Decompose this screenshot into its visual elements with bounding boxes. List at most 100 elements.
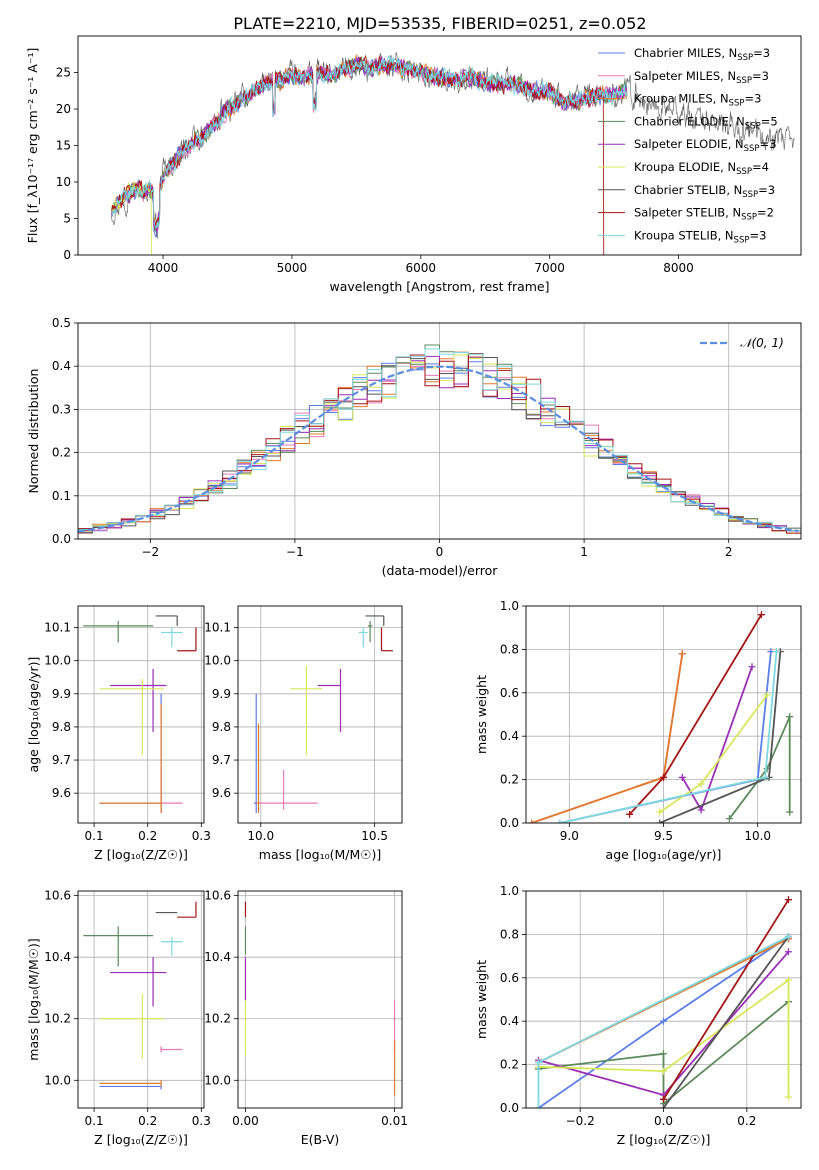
- plot-area: [111, 52, 795, 255]
- x-tick-label: 0.2: [737, 1114, 756, 1128]
- weight-marker: [697, 806, 705, 814]
- weight-series-salpeter-elodie: [678, 663, 756, 814]
- x-tick-label: 0.3: [192, 829, 211, 843]
- y-axis-label: Flux [f_λ10⁻¹⁷ erg cm⁻² s⁻¹ A⁻¹]: [25, 48, 40, 244]
- weight-line: [559, 651, 772, 823]
- weight-marker: [626, 810, 634, 818]
- weight-series-chabrier-elodie: [725, 713, 794, 823]
- weight-marker: [535, 1104, 542, 1108]
- y-tick-label: 5: [63, 212, 71, 226]
- errorbar-point-salpeter-elodie: [110, 957, 167, 1007]
- y-tick-label: 1.0: [500, 599, 519, 613]
- errorbar-point-salpeter-miles: [160, 769, 183, 810]
- panel-mass-vs-ebv: 0.00 0.01 10.0 10.2 10.4 10.6 E(B-V): [204, 889, 408, 1147]
- errorbar-point-kroupa-stelib: [358, 627, 368, 648]
- weight-line: [628, 614, 763, 815]
- y-tick-label: 9.8: [52, 720, 71, 734]
- panel-residuals: −2 −1 0 1 2 0.0 0.1 0.2 0.3 0.4 0.5 𝒩(0, 1) (data-mo…: [26, 316, 802, 578]
- weight-line: [659, 694, 768, 813]
- errorbar-point-kroupa-elodie: [290, 665, 323, 756]
- plot-area: [78, 344, 801, 534]
- y-tick-label: 0.4: [500, 1014, 519, 1028]
- errorbar-point-salpeter-elodie: [317, 668, 342, 732]
- y-tick-label: 9.6: [52, 786, 71, 800]
- weight-marker: [785, 948, 792, 956]
- y-tick-label: 10.0: [44, 1073, 71, 1087]
- errorbar-point-kroupa-stelib: [161, 627, 183, 648]
- x-tick-label: 6000: [406, 261, 437, 275]
- x-tick-label: 0.1: [85, 1114, 104, 1128]
- y-tick-label: 0.6: [500, 971, 519, 985]
- errorbar-point-salpeter-stelib: [380, 627, 393, 652]
- hist-step-salpeter-stelib: [78, 353, 801, 534]
- errorbar-point-kroupa-stelib: [161, 937, 183, 956]
- weight-marker: [660, 1095, 667, 1103]
- weight-marker: [785, 933, 792, 941]
- weight-marker: [656, 808, 664, 816]
- x-tick-label: 0.00: [232, 1114, 259, 1128]
- axes-frame: [237, 605, 403, 824]
- x-axis-label: (data-model)/error: [382, 563, 499, 578]
- legend: Chabrier MILES, NSSP=3 Salpeter MILES, NS…: [598, 46, 778, 245]
- grid: [526, 605, 801, 824]
- plot-area: [244, 901, 396, 1096]
- errorbar-point-chabrier-miles: [253, 693, 259, 814]
- x-tick-label: 1: [580, 545, 588, 559]
- weight-line: [662, 936, 790, 1108]
- legend-label: Salpeter ELODIE, NSSP=3: [634, 137, 777, 154]
- x-axis-label: Z [log₁₀(Z/Z☉)]: [617, 1132, 711, 1147]
- grid: [238, 606, 402, 823]
- y-tick-label: 10.0: [44, 654, 71, 668]
- y-tick-label: 10.4: [44, 950, 71, 964]
- panel-age-vs-z: 0.1 0.2 0.3 9.6 9.7 9.8 9.9 10.0 10.1 Z [log₁₀(Z/…: [26, 605, 211, 862]
- x-tick-label: 9.0: [560, 829, 579, 843]
- legend-label: Salpeter STELIB, NSSP=2: [634, 206, 774, 223]
- y-tick-label: 0.5: [52, 316, 71, 330]
- weight-series-chabrier-stelib: [656, 648, 784, 823]
- axes-frame: [525, 605, 802, 824]
- weight-marker: [725, 815, 733, 823]
- plot-area: [83, 615, 197, 814]
- y-tick-label: 10.4: [204, 950, 231, 964]
- y-tick-label: 0.0: [500, 1101, 519, 1115]
- weight-marker: [660, 1067, 667, 1075]
- y-tick-label: 0.4: [500, 729, 519, 743]
- spectrum-line-kroupa-stelib: [111, 55, 628, 229]
- weight-line: [531, 653, 684, 823]
- plot-area: [253, 615, 393, 814]
- weight-line: [728, 716, 791, 820]
- errorbar-point-chabrier-stelib: [155, 615, 178, 626]
- y-tick-label: 9.9: [52, 687, 71, 701]
- weight-series-salpeter-stelib: [660, 896, 792, 1103]
- errorbar-point-kroupa-miles: [256, 723, 260, 814]
- plot-area: [528, 611, 794, 823]
- y-tick-label: 9.8: [212, 720, 231, 734]
- y-tick-label: 9.7: [52, 753, 71, 767]
- y-tick-label: 0.2: [52, 446, 71, 460]
- weight-line: [538, 1001, 790, 1106]
- axes-frame: [77, 605, 205, 824]
- axes-frame: [525, 890, 802, 1109]
- x-tick-label: 8000: [663, 261, 694, 275]
- weight-marker: [785, 1093, 792, 1101]
- x-axis-label: age [log₁₀(age/yr)]: [606, 847, 722, 862]
- y-tick-label: 10.1: [204, 621, 231, 635]
- y-tick-label: 1.0: [500, 884, 519, 898]
- y-axis-label: age [log₁₀(age/yr)]: [26, 657, 41, 773]
- weight-marker: [528, 819, 536, 823]
- errorbar-point-salpeter-miles: [258, 769, 318, 810]
- errorbar-point-kroupa-miles: [99, 703, 162, 814]
- weight-marker: [535, 1058, 542, 1066]
- panel-spectrum: 4000 5000 6000 7000 8000 0 5 10 15 20 25 Chabrier M…: [25, 35, 802, 294]
- legend-label: Kroupa MILES, NSSP=3: [634, 92, 761, 109]
- errorbar-point-chabrier-miles: [99, 1083, 162, 1090]
- grid: [78, 891, 204, 1108]
- x-tick-label: 10.5: [361, 829, 388, 843]
- y-tick-label: 0.2: [500, 1058, 519, 1072]
- y-tick-label: 0.6: [500, 686, 519, 700]
- x-tick-label: 7000: [534, 261, 565, 275]
- weight-marker: [678, 773, 686, 781]
- weight-marker: [660, 1104, 667, 1108]
- x-tick-label: −2: [141, 545, 159, 559]
